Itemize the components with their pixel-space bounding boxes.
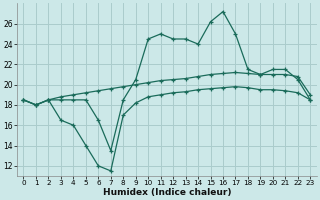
X-axis label: Humidex (Indice chaleur): Humidex (Indice chaleur) [103, 188, 231, 197]
